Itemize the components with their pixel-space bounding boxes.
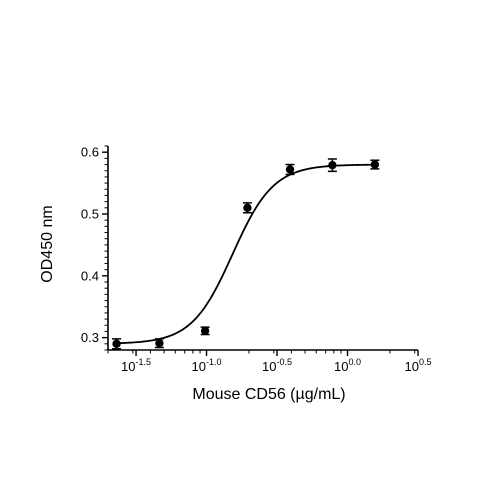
data-points-layer (112, 158, 380, 350)
data-point-group (112, 338, 122, 350)
fit-curve (116, 163, 375, 345)
data-point (243, 203, 252, 213)
x-tick-label: 10-1.0 (192, 357, 222, 374)
x-tick-label: 100.5 (405, 357, 432, 374)
data-point-group (242, 202, 252, 214)
y-tick-label: 0.4 (81, 268, 99, 283)
data-point (328, 160, 337, 170)
y-tick-label: 0.3 (81, 330, 99, 345)
fit-curve-layer (116, 163, 375, 345)
x-tick-label: 10-1.5 (121, 357, 151, 374)
x-tick-label: 10-0.5 (262, 357, 292, 374)
data-point (285, 165, 295, 174)
data-point-group (154, 338, 164, 349)
x-axis-title: Mouse CD56 (µg/mL) (192, 386, 345, 403)
data-point-group (285, 163, 295, 176)
x-tick-label: 100.0 (334, 357, 361, 374)
data-point (200, 326, 210, 336)
y-axis-title: OD450 nm (39, 205, 56, 282)
data-point-group (327, 158, 337, 173)
y-tick-label: 0.5 (81, 207, 99, 222)
data-point-group (370, 159, 380, 170)
data-point (112, 339, 121, 349)
data-point (370, 160, 380, 169)
data-point-group (200, 326, 210, 336)
axes: 0.3 0.4 0.5 0.6 10-1.5 10-1.0 10-0.5 100.0 100.5 (81, 145, 432, 374)
data-point (155, 339, 164, 348)
y-tick-label: 0.6 (81, 145, 99, 160)
